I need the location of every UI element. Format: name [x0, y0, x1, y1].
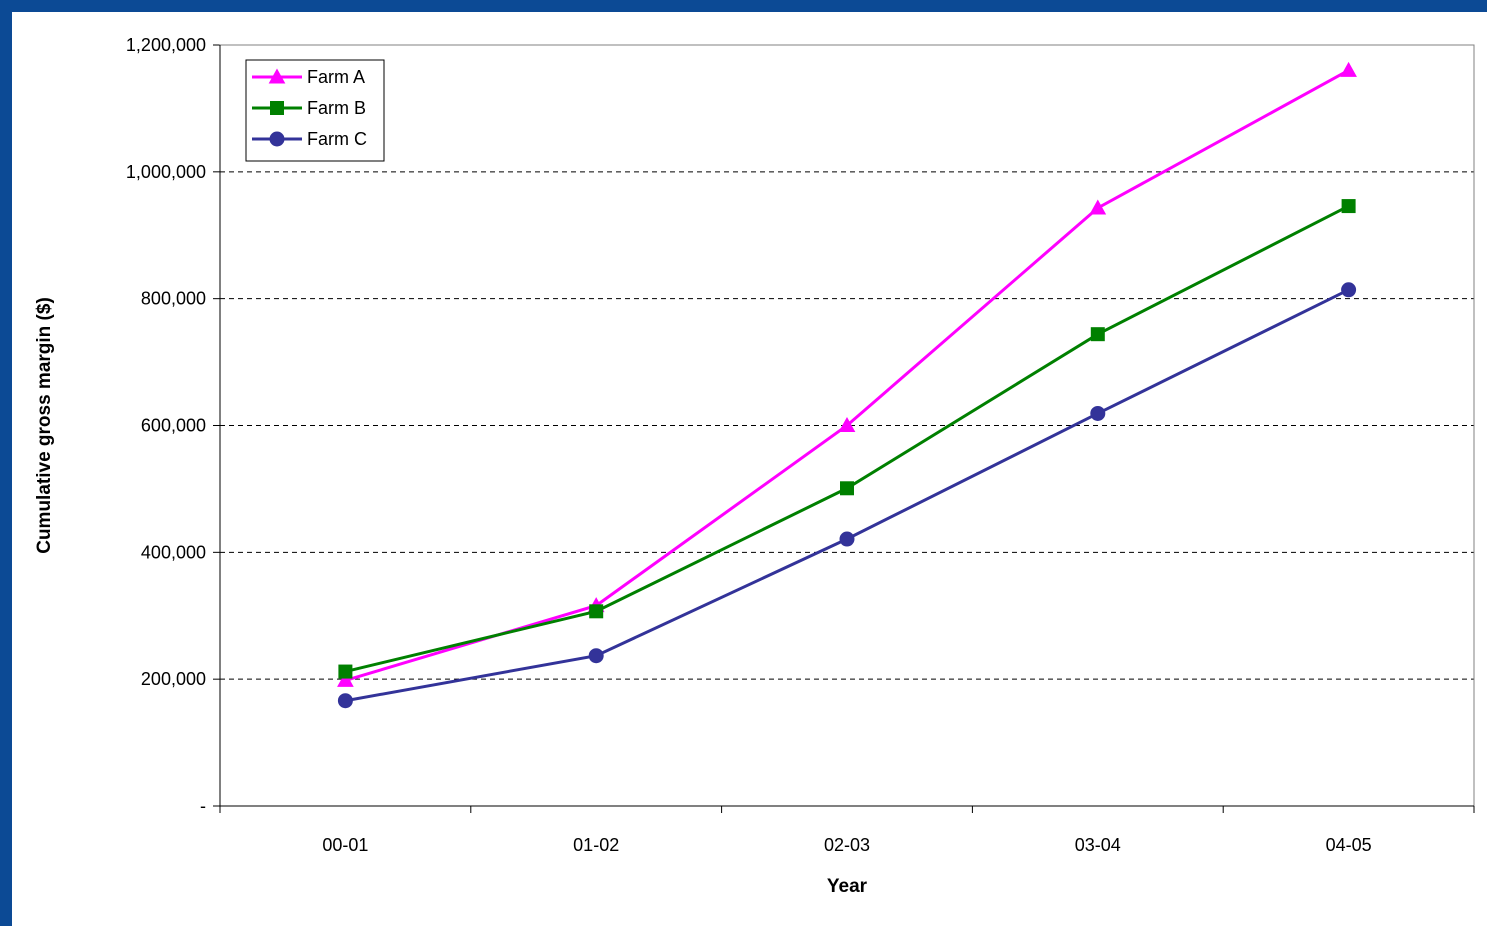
legend-marker-farm-c	[269, 131, 285, 147]
data-point-farm-c	[1090, 405, 1106, 421]
legend-label-farm-b: Farm B	[307, 98, 366, 118]
x-axis-title: Year	[827, 876, 868, 897]
series-line-farm-a	[344, 69, 1350, 682]
y-tick-label: -	[200, 796, 206, 816]
data-point-farm-b	[589, 604, 604, 619]
y-tick-label: 200,000	[141, 669, 206, 689]
legend-marker-farm-a	[268, 68, 286, 84]
legend-label-farm-c: Farm C	[307, 129, 367, 149]
x-tick-label: 00-01	[322, 835, 368, 855]
data-point-farm-a	[337, 671, 354, 687]
y-tick-label: 1,000,000	[126, 162, 206, 182]
data-point-farm-b	[1341, 199, 1356, 214]
data-point-farm-b	[1090, 327, 1105, 342]
axes	[213, 44, 1475, 813]
y-tick-label: 600,000	[141, 416, 206, 436]
data-point-farm-b	[338, 664, 353, 679]
x-tick-label: 04-05	[1326, 835, 1372, 855]
data-point-farm-a	[838, 416, 856, 432]
legend-label-farm-a: Farm A	[307, 67, 365, 87]
series-lines	[337, 61, 1357, 709]
chart-frame: - 200,000 400,000 600,000 800,000 1,000,000 1,…	[12, 12, 1487, 926]
x-tick-label: 01-02	[573, 835, 619, 855]
data-point-farm-a	[1089, 199, 1107, 215]
legend-marker-farm-b	[270, 101, 284, 115]
tick-labels: - 200,000 400,000 600,000 800,000 1,000,000 1,…	[126, 35, 1372, 855]
data-point-farm-a	[1340, 61, 1357, 77]
data-point-farm-c	[1341, 282, 1357, 298]
legend: Farm A Farm B Farm C	[245, 59, 385, 162]
line-chart: - 200,000 400,000 600,000 800,000 1,000,000 1,…	[34, 35, 1475, 897]
data-point-farm-c	[588, 648, 604, 664]
y-tick-label: 400,000	[141, 542, 206, 562]
y-axis-title: Cumulative gross margin ($)	[34, 297, 55, 554]
data-point-farm-c	[839, 531, 855, 547]
y-tick-label: 1,200,000	[126, 35, 206, 55]
x-tick-label: 03-04	[1075, 835, 1121, 855]
data-point-farm-c	[337, 693, 353, 709]
series-line-farm-b	[345, 204, 1350, 674]
data-point-farm-b	[840, 481, 854, 496]
gridlines	[220, 171, 1474, 680]
x-tick-label: 02-03	[824, 835, 870, 855]
y-tick-label: 800,000	[141, 289, 206, 309]
